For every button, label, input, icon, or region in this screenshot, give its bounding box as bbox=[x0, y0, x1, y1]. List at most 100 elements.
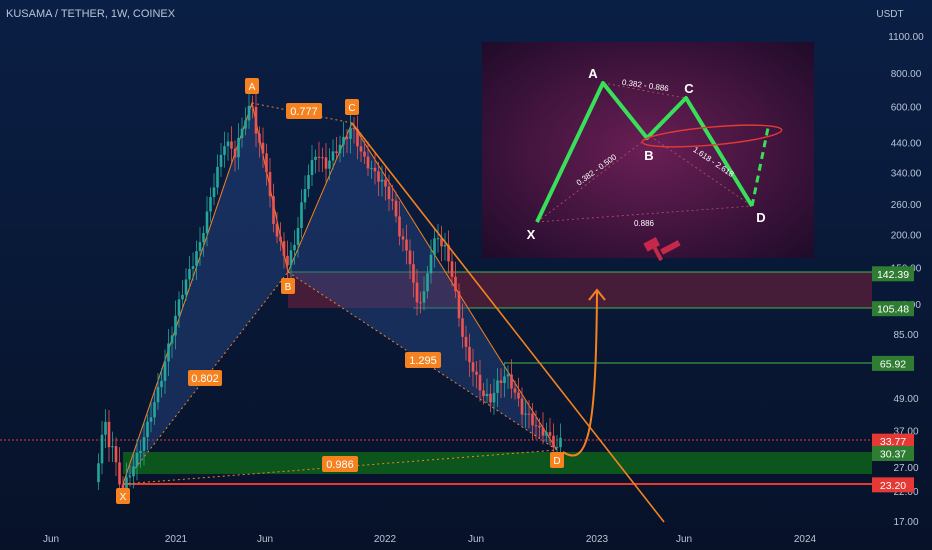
candle bbox=[482, 382, 485, 405]
point-label-b: B bbox=[281, 278, 295, 294]
candle bbox=[499, 368, 503, 398]
candle bbox=[198, 227, 202, 266]
x-tick-label: Jun bbox=[676, 534, 692, 545]
candle bbox=[391, 184, 394, 210]
candle bbox=[541, 412, 545, 445]
candle bbox=[251, 95, 254, 119]
price-tag: 23.20 bbox=[872, 477, 914, 493]
candle bbox=[307, 164, 310, 198]
svg-text:B: B bbox=[285, 282, 292, 293]
inset-ratio-ac bbox=[602, 82, 686, 99]
x-tick-label: 2023 bbox=[586, 534, 609, 545]
candle bbox=[366, 141, 370, 176]
point-label-a: A bbox=[245, 78, 259, 94]
svg-text:1.295: 1.295 bbox=[409, 355, 437, 367]
candle bbox=[387, 174, 391, 212]
ratio-label-0: 0.777 bbox=[286, 103, 322, 119]
inset-ratio-label-3: 0.886 bbox=[634, 219, 655, 228]
candle bbox=[286, 240, 289, 280]
pattern-xab-triangle bbox=[123, 103, 288, 484]
candle bbox=[209, 187, 212, 223]
candle bbox=[422, 276, 426, 311]
y-tick-label: 600.00 bbox=[891, 103, 922, 114]
time-axis[interactable]: Jun 2021 Jun 2022 Jun 2023 Jun 2024 bbox=[43, 534, 817, 545]
candle bbox=[342, 121, 345, 157]
axis-currency: USDT bbox=[876, 9, 903, 20]
candle bbox=[377, 161, 380, 197]
svg-text:65.92: 65.92 bbox=[880, 358, 906, 370]
svg-text:0.777: 0.777 bbox=[290, 106, 318, 118]
y-tick-label: 340.00 bbox=[891, 169, 922, 180]
y-tick-label: 1100.00 bbox=[888, 32, 924, 43]
candle bbox=[195, 240, 198, 280]
candle bbox=[300, 189, 303, 239]
candle bbox=[331, 139, 335, 170]
candle bbox=[275, 212, 279, 244]
candle bbox=[335, 136, 338, 160]
candle bbox=[132, 453, 135, 489]
candle bbox=[282, 232, 286, 269]
candle bbox=[436, 224, 440, 253]
price-tag: 142.39 bbox=[872, 266, 914, 282]
inset-target-ellipse bbox=[641, 124, 783, 148]
candle bbox=[156, 373, 160, 410]
candle bbox=[265, 143, 268, 186]
svg-text:105.48: 105.48 bbox=[877, 304, 909, 316]
green-support-zone bbox=[123, 452, 872, 474]
candle bbox=[356, 115, 359, 160]
x-tick-label: Jun bbox=[257, 534, 273, 545]
inset-point-c: C bbox=[684, 81, 694, 96]
price-axis[interactable]: USDT 1100.00 800.00 600.00 440.00 340.00 260.… bbox=[872, 9, 924, 528]
candle bbox=[268, 158, 272, 208]
candle bbox=[401, 228, 405, 252]
candle bbox=[352, 117, 356, 144]
candle bbox=[107, 410, 111, 462]
svg-text:A: A bbox=[249, 82, 256, 93]
candle bbox=[279, 222, 282, 251]
candle bbox=[289, 242, 293, 281]
candle bbox=[373, 152, 377, 185]
inset-point-b: B bbox=[644, 148, 653, 163]
candle bbox=[188, 255, 191, 289]
candle bbox=[419, 291, 422, 314]
candle bbox=[338, 135, 342, 163]
price-tag: 65.92 bbox=[872, 355, 914, 371]
inset-ratio-xb bbox=[536, 135, 651, 223]
x-tick-label: Jun bbox=[468, 534, 484, 545]
candle bbox=[321, 147, 324, 173]
candle bbox=[244, 107, 247, 136]
svg-text:33.77: 33.77 bbox=[880, 436, 906, 448]
red-resistance-zone bbox=[288, 272, 872, 308]
candle bbox=[517, 377, 520, 407]
y-tick-label: 37.00 bbox=[893, 427, 918, 438]
candle bbox=[296, 216, 300, 258]
candle bbox=[538, 418, 541, 439]
candle bbox=[492, 378, 496, 415]
candle bbox=[184, 268, 188, 302]
svg-text:X: X bbox=[120, 492, 127, 503]
chart-title: KUSAMA / TETHER, 1W, COINEX bbox=[6, 8, 176, 20]
svg-text:D: D bbox=[553, 456, 560, 467]
candle bbox=[97, 453, 100, 491]
candle bbox=[314, 149, 317, 174]
candle bbox=[412, 251, 415, 298]
bat-logo bbox=[643, 237, 681, 262]
candle bbox=[317, 141, 321, 172]
candle bbox=[545, 422, 548, 443]
candle bbox=[527, 400, 531, 429]
candle bbox=[408, 239, 412, 280]
candle bbox=[272, 183, 275, 233]
y-tick-label: 27.00 bbox=[893, 463, 918, 474]
candle bbox=[461, 303, 464, 349]
inset-ratio-xd bbox=[536, 205, 753, 223]
candle bbox=[468, 333, 471, 377]
svg-text:0.986: 0.986 bbox=[326, 459, 354, 471]
candle bbox=[489, 384, 492, 413]
candle bbox=[230, 126, 233, 164]
inset-ratio-bd bbox=[649, 135, 753, 207]
candle bbox=[128, 465, 132, 487]
candle bbox=[548, 417, 552, 446]
candle bbox=[524, 400, 527, 429]
candle bbox=[205, 196, 209, 247]
